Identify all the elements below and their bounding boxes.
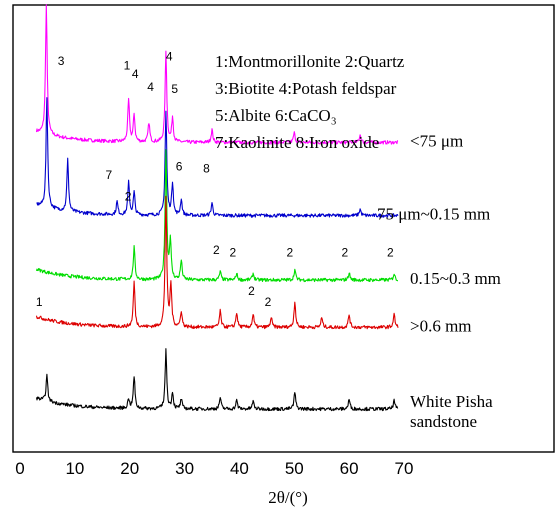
peak-label: 2 bbox=[229, 245, 236, 259]
x-tick-label: 70 bbox=[395, 459, 414, 478]
series-line bbox=[35, 195, 399, 330]
peak-label: 2 bbox=[287, 245, 294, 259]
series-line bbox=[36, 97, 399, 218]
x-tick-label: 50 bbox=[285, 459, 304, 478]
peak-label: 8 bbox=[203, 162, 210, 176]
legend-line: 1:Montmorillonite 2:Quartz bbox=[215, 52, 405, 71]
series-label: 75 μm~0.15 mm bbox=[377, 205, 490, 224]
peak-labels: 144452,13726822222221 bbox=[36, 50, 394, 309]
peak-label: 7 bbox=[106, 168, 113, 182]
peak-label: 2 bbox=[125, 190, 132, 204]
peak-label: 2 bbox=[341, 245, 348, 259]
peak-label: 4 bbox=[147, 80, 154, 94]
legend-line: 5:Albite 6:CaCO₃ bbox=[215, 106, 337, 125]
series-label: White Pisha bbox=[410, 392, 493, 411]
legend-line: 3:Biotite 4:Potash feldspar bbox=[215, 79, 397, 98]
series-label: 0.15~0.3 mm bbox=[410, 269, 501, 288]
peak-label: 2 bbox=[248, 284, 255, 298]
series-label: >0.6 mm bbox=[410, 316, 472, 335]
series-label: <75 μm bbox=[410, 131, 463, 150]
series-traces bbox=[35, 4, 399, 412]
x-tick-label: 20 bbox=[120, 459, 139, 478]
peak-label: 2 bbox=[213, 243, 220, 257]
x-tick-label: 30 bbox=[175, 459, 194, 478]
series-labels: <75 μm 75 μm~0.15 mm 0.15~0.3 mm >0.6 mm Whi… bbox=[377, 131, 501, 431]
series-line bbox=[35, 149, 398, 283]
peak-label: 2 bbox=[387, 245, 394, 259]
series-label: sandstone bbox=[410, 412, 477, 431]
series-line bbox=[35, 348, 399, 412]
x-axis-label: 2θ/(°) bbox=[268, 488, 308, 507]
peak-label: 3 bbox=[58, 54, 65, 68]
legend-line: 7:Kaolinite 8:Iron oxide bbox=[215, 133, 379, 152]
x-tick-label: 40 bbox=[230, 459, 249, 478]
peak-label: 1 bbox=[36, 295, 43, 309]
peak-label: 4 bbox=[166, 50, 173, 64]
plot-frame bbox=[12, 4, 555, 453]
x-tick-label: 10 bbox=[65, 459, 84, 478]
x-tick-label: 0 bbox=[15, 459, 24, 478]
legend: 1:Montmorillonite 2:Quartz 3:Biotite 4:P… bbox=[215, 52, 405, 152]
x-tick-label: 60 bbox=[340, 459, 359, 478]
x-axis-ticks: 0 10 20 30 40 50 60 70 bbox=[15, 459, 413, 478]
peak-label: 4 bbox=[132, 67, 139, 81]
peak-label: 2 bbox=[265, 295, 272, 309]
peak-label: 1 bbox=[124, 58, 131, 72]
peak-label: 6 bbox=[176, 159, 183, 173]
peak-label: 5 bbox=[171, 82, 178, 96]
series-line bbox=[35, 4, 399, 145]
